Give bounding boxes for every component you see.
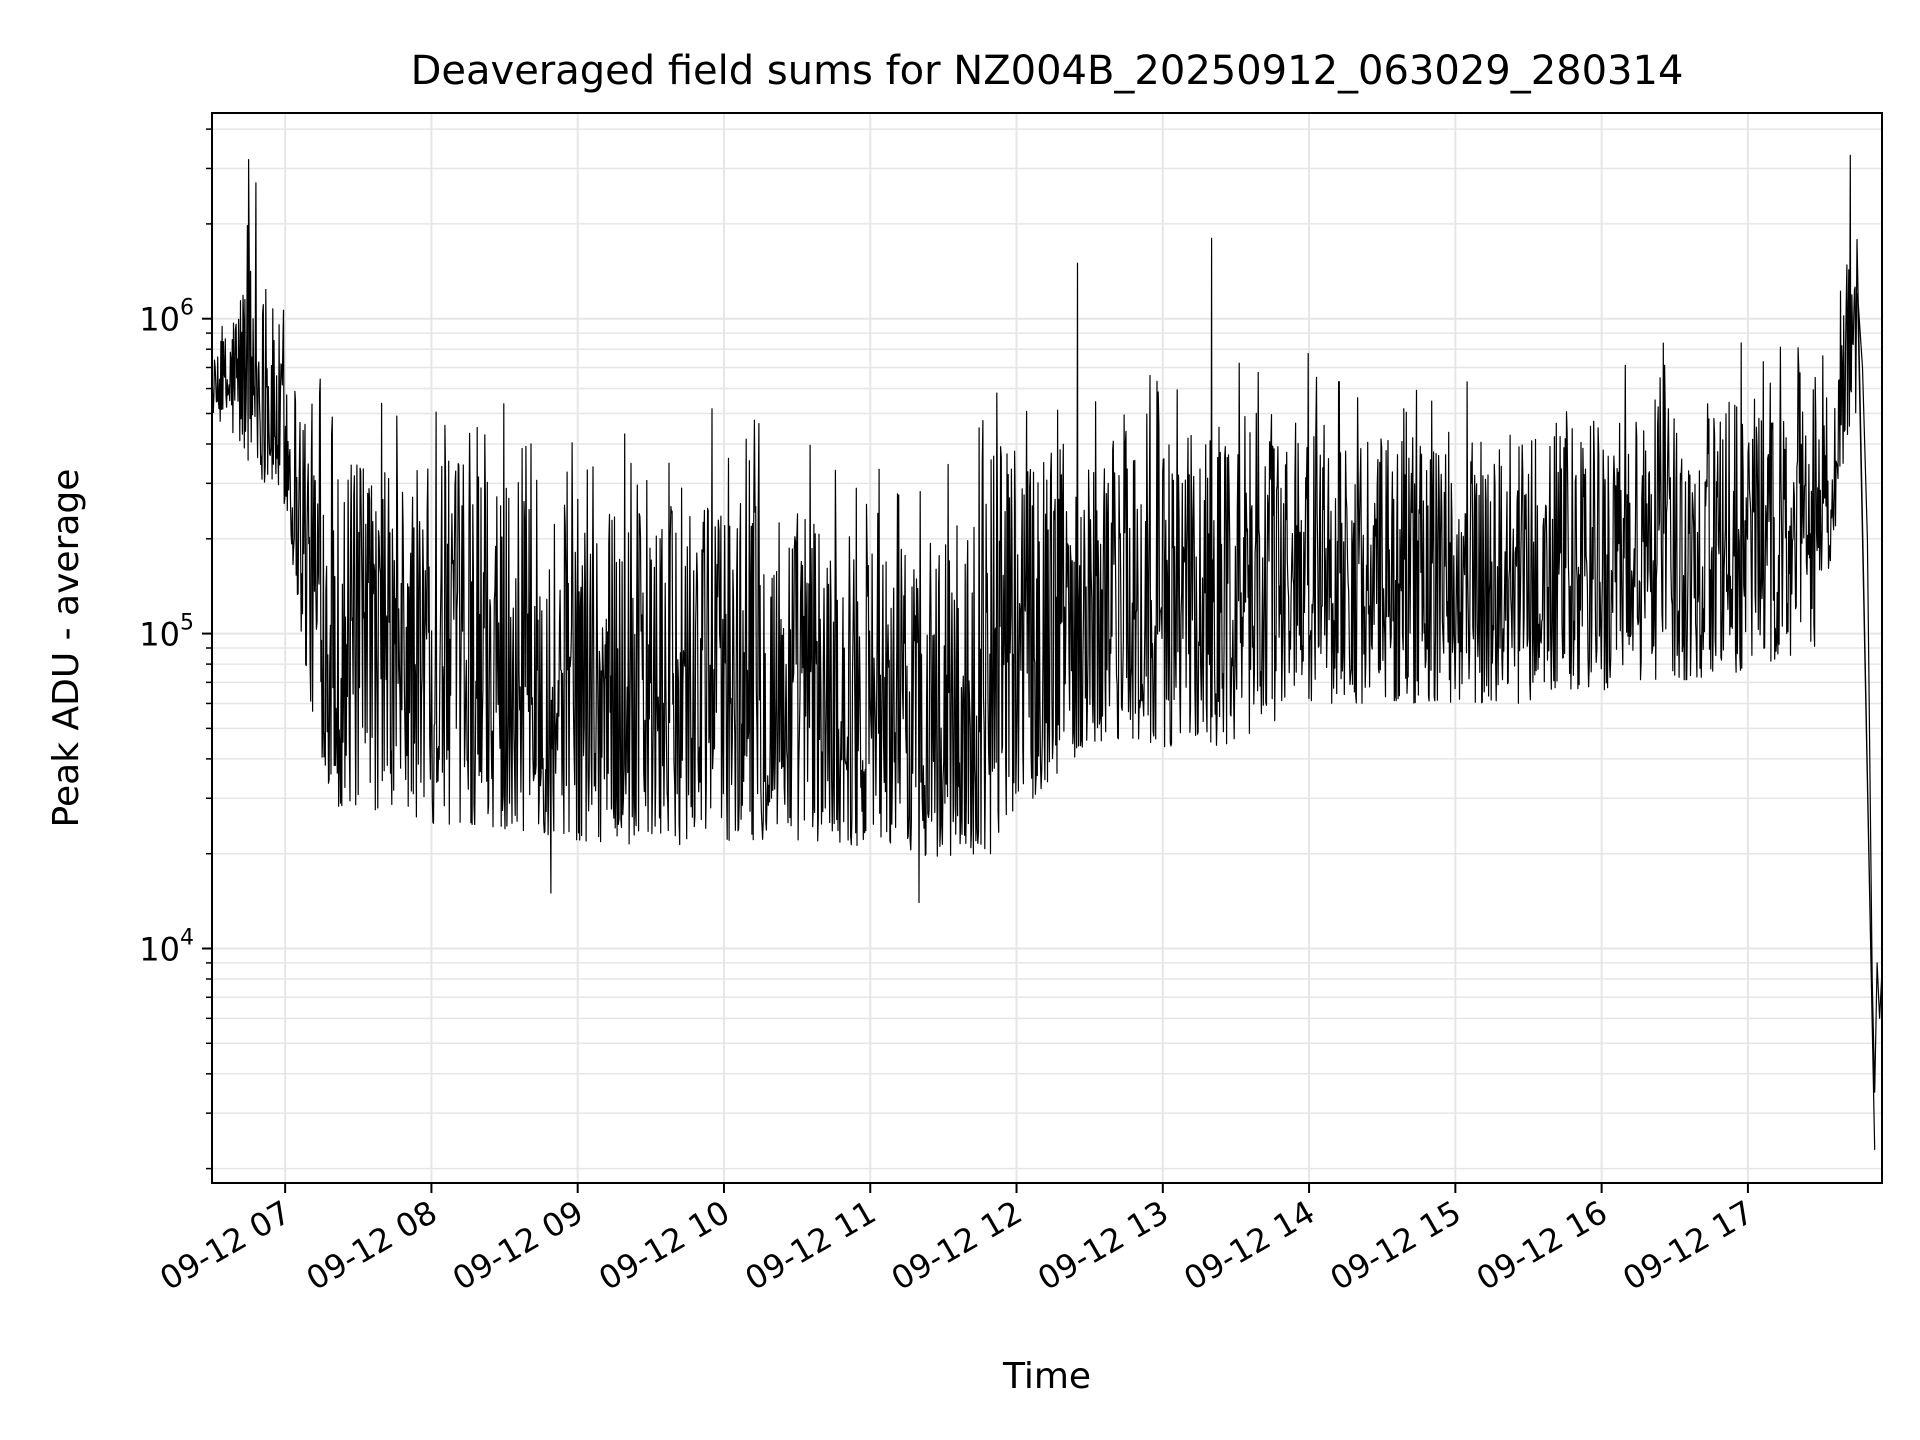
x-axis-label: Time xyxy=(1002,1356,1091,1397)
y-axis-label: Peak ADU - average xyxy=(46,469,87,828)
x-tick-label: 09-12 11 xyxy=(739,1193,883,1298)
series-line xyxy=(211,154,1883,1151)
y-axis: 104 105 106 xyxy=(139,128,212,1170)
x-tick-label: 09-12 15 xyxy=(1324,1193,1468,1298)
x-tick-label: 09-12 10 xyxy=(592,1193,736,1298)
x-tick-label: 09-12 14 xyxy=(1177,1193,1321,1298)
x-tick-label: 09-12 12 xyxy=(885,1193,1029,1298)
y-tick-label: 106 xyxy=(139,296,194,339)
x-tick-label: 09-12 09 xyxy=(446,1193,590,1298)
y-tick-label: 105 xyxy=(139,611,194,654)
x-tick-label: 09-12 16 xyxy=(1470,1193,1614,1298)
x-tick-label: 09-12 17 xyxy=(1616,1193,1760,1298)
x-tick-label: 09-12 08 xyxy=(300,1193,444,1298)
chart-title: Deaveraged field sums for NZ004B_2025091… xyxy=(411,48,1684,94)
series-group xyxy=(211,154,1883,1151)
x-tick-label: 09-12 07 xyxy=(154,1193,298,1298)
y-tick-label: 104 xyxy=(139,925,194,968)
x-tick-label: 09-12 13 xyxy=(1031,1193,1175,1298)
x-axis: 09-12 07 09-12 08 09-12 09 09-12 10 09-12 11… xyxy=(154,1183,1760,1298)
